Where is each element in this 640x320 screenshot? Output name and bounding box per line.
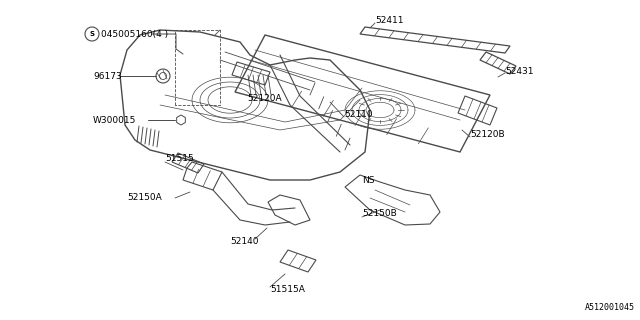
Text: 52140: 52140 — [230, 237, 259, 246]
Text: 52110: 52110 — [344, 109, 372, 118]
Text: 52150A: 52150A — [127, 194, 162, 203]
Text: 52120B: 52120B — [470, 130, 504, 139]
Text: A512001045: A512001045 — [585, 303, 635, 312]
Text: 51515A: 51515A — [270, 285, 305, 294]
Text: NS: NS — [362, 175, 374, 185]
Text: 51515: 51515 — [165, 154, 194, 163]
Text: 045005160(4 ): 045005160(4 ) — [101, 29, 168, 38]
Text: W300015: W300015 — [93, 116, 136, 124]
Text: 52150B: 52150B — [362, 210, 397, 219]
Text: S: S — [90, 31, 95, 37]
Text: 52411: 52411 — [375, 15, 403, 25]
Text: 52120A: 52120A — [247, 93, 282, 102]
Text: 52431: 52431 — [505, 67, 534, 76]
Text: 96173: 96173 — [93, 71, 122, 81]
